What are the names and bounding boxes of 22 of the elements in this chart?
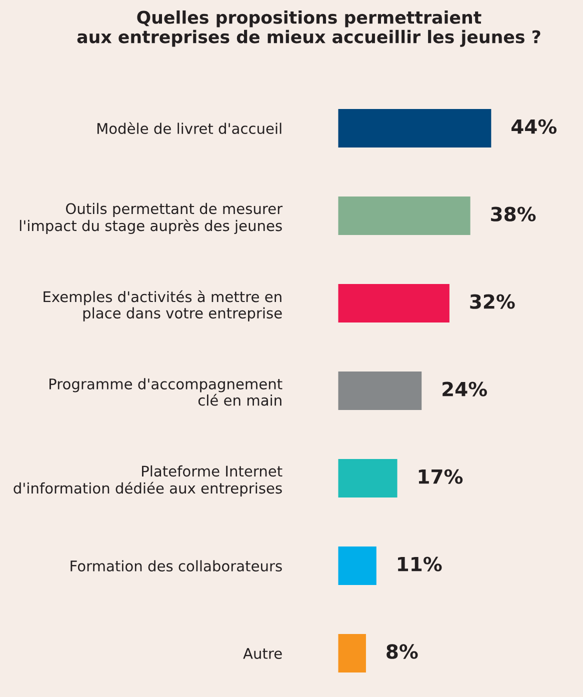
bar xyxy=(338,634,366,672)
y-tick-label: Plateforme Internet d'information dédiée aux entreprises xyxy=(14,465,282,497)
bar xyxy=(338,372,422,410)
data-label: 17% xyxy=(418,469,463,484)
bar xyxy=(338,459,398,498)
data-label: 38% xyxy=(491,206,536,222)
data-label: 11% xyxy=(398,556,442,572)
y-tick-label: Formation des collaborateurs xyxy=(70,560,282,572)
bar xyxy=(338,109,492,148)
y-tick-label: Programme d'accompagnement clé en main xyxy=(50,378,282,406)
data-label: 8% xyxy=(386,644,418,659)
y-tick-label: Modèle de livret d'accueil xyxy=(97,122,282,134)
data-label: 24% xyxy=(442,382,487,396)
y-tick-label: Outils permettant de mesurer l'impact du stage auprès des jeunes xyxy=(20,202,283,234)
data-label: 44% xyxy=(511,119,557,134)
chart-title: Quelles propositions permettraient aux entreprises de mieux accueillir les jeunes ? xyxy=(77,10,540,47)
y-tick-label: Exemples d'activités à mettre en place dans votre entreprise xyxy=(44,290,282,322)
bar xyxy=(338,546,376,586)
data-label: 32% xyxy=(470,294,515,309)
bar xyxy=(338,284,450,323)
y-tick-label: Autre xyxy=(243,648,282,659)
bar xyxy=(338,196,470,236)
